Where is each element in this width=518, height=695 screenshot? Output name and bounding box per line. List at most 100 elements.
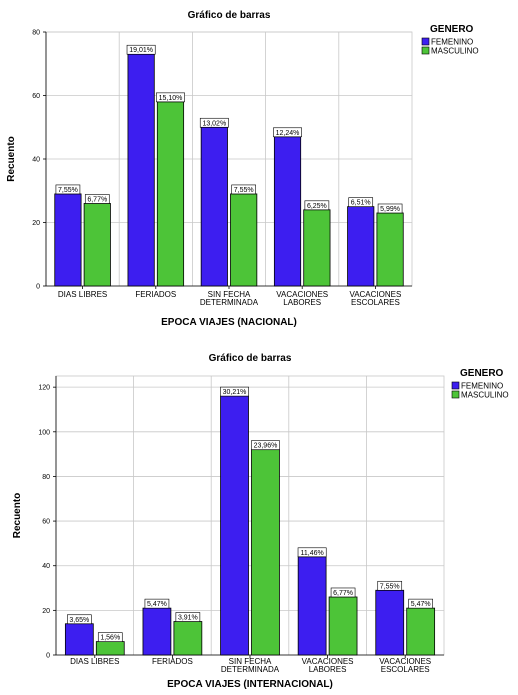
legend-title: GENERO (430, 24, 474, 35)
data-label: 1,56% (100, 635, 120, 642)
y-tick-label: 40 (42, 563, 50, 570)
data-label-box (175, 612, 201, 622)
data-label-box (377, 580, 403, 591)
data-label: 11,46% (301, 550, 324, 557)
data-label: 7,55% (234, 187, 254, 194)
legend-swatch-femenino (451, 381, 460, 390)
bar-femenino (200, 126, 228, 287)
data-label-box (348, 197, 374, 207)
bar-femenino (64, 623, 94, 656)
y-axis-title: Recuento (6, 136, 17, 182)
bar-masculino (376, 212, 404, 287)
y-tick-label: 40 (32, 157, 40, 164)
x-category-label: VACACIONES (349, 290, 401, 299)
data-label-box (55, 184, 81, 195)
x-category-label: DETERMINADA (221, 665, 280, 674)
bar-masculino (95, 641, 125, 656)
data-label-box (156, 92, 185, 103)
data-label: 6,51% (351, 200, 371, 207)
x-category-label: ESCOLARES (351, 298, 400, 307)
data-label: 13,02% (202, 120, 226, 127)
y-tick-label: 80 (42, 474, 50, 481)
y-tick-label: 100 (38, 429, 50, 436)
data-label: 5,47% (147, 601, 167, 608)
x-category-label: DIAS LIBRES (58, 290, 107, 299)
data-label-box (304, 200, 330, 211)
data-label: 6,77% (87, 196, 107, 203)
data-label: 7,55% (58, 187, 78, 194)
y-tick-label: 20 (32, 220, 40, 227)
data-label: 3,91% (178, 615, 198, 622)
chart-title: Gráfico de barras (188, 10, 271, 21)
bar-femenino (375, 589, 405, 656)
data-label-box (144, 598, 170, 609)
data-label: 23,96% (254, 443, 278, 450)
x-category-label: ESCOLARES (381, 665, 430, 674)
x-category-label: VACACIONES (379, 657, 431, 666)
bar-femenino (142, 607, 172, 656)
data-label: 12,24% (276, 130, 300, 137)
data-label: 5,47% (411, 601, 431, 608)
data-label-box (97, 632, 123, 642)
data-label: 19,01% (129, 47, 153, 54)
x-category-label: DIAS LIBRES (70, 657, 119, 666)
data-label-box (297, 547, 327, 558)
data-label-box (330, 587, 356, 598)
data-label-box (220, 386, 249, 397)
data-label: 3,65% (69, 617, 89, 624)
bar-femenino (220, 395, 249, 656)
bar-masculino (173, 621, 203, 656)
data-label-box (251, 440, 280, 450)
bar-masculino (230, 193, 258, 287)
x-category-label: VACACIONES (302, 657, 354, 666)
legend-swatch-masculino (421, 46, 430, 55)
bar-masculino (156, 101, 185, 287)
bar-femenino (273, 136, 302, 287)
data-label: 7,55% (380, 583, 400, 590)
bar-masculino (251, 449, 280, 656)
x-category-label: FERIADOS (135, 290, 176, 299)
x-axis-title: EPOCA VIAJES (INTERNACIONAL) (167, 679, 333, 690)
data-label: 6,77% (333, 590, 353, 597)
data-label-box (199, 117, 229, 128)
data-label-box (84, 194, 110, 204)
bar-chart-internacional: 0 20 40 60 80 100 120 3,65% 5,47% 30,21% 11,46% 7,5… (12, 353, 509, 690)
legend-swatch-masculino (451, 390, 460, 399)
x-category-label: DETERMINADA (200, 298, 259, 307)
data-label-box (67, 614, 92, 625)
legend-label: FEMENINO (431, 38, 473, 47)
y-tick-label: 20 (42, 608, 50, 615)
bar-femenino (127, 53, 155, 287)
y-tick-label: 80 (32, 30, 40, 37)
data-label: 5,99% (380, 206, 400, 213)
bar-masculino (328, 596, 358, 656)
data-label-box (231, 184, 256, 195)
x-category-label: FERIADOS (152, 657, 193, 666)
x-category-label: LABORES (309, 665, 347, 674)
y-tick-label: 60 (32, 93, 40, 100)
bar-chart-nacional: 0 20 40 60 80 7,55% 19,01% 13,02% 12,24% 6,51% 6,7… (6, 10, 479, 328)
x-category-label: VACACIONES (276, 290, 328, 299)
legend-label: MASCULINO (431, 47, 479, 56)
data-label: 6,25% (307, 203, 327, 210)
x-axis-title: EPOCA VIAJES (NACIONAL) (161, 317, 297, 328)
legend-title: GENERO (460, 368, 504, 379)
y-tick-label: 0 (36, 284, 40, 291)
data-label-box (126, 44, 156, 55)
data-label: 30,21% (223, 389, 247, 396)
bar-masculino (406, 607, 436, 656)
y-axis-title: Recuento (12, 493, 23, 539)
chart-title: Gráfico de barras (209, 353, 292, 364)
bar-masculino (83, 203, 111, 287)
data-label-box (273, 127, 302, 138)
data-label: 15,10% (159, 95, 183, 102)
x-category-label: SIN FECHA (229, 657, 272, 666)
legend-label: FEMENINO (461, 382, 503, 391)
y-tick-label: 0 (46, 653, 50, 660)
y-tick-label: 60 (42, 519, 50, 526)
x-category-label: SIN FECHA (208, 290, 251, 299)
data-label-box (377, 203, 403, 214)
y-tick-label: 120 (38, 385, 50, 392)
bar-femenino (347, 206, 375, 287)
legend-label: MASCULINO (461, 391, 509, 400)
